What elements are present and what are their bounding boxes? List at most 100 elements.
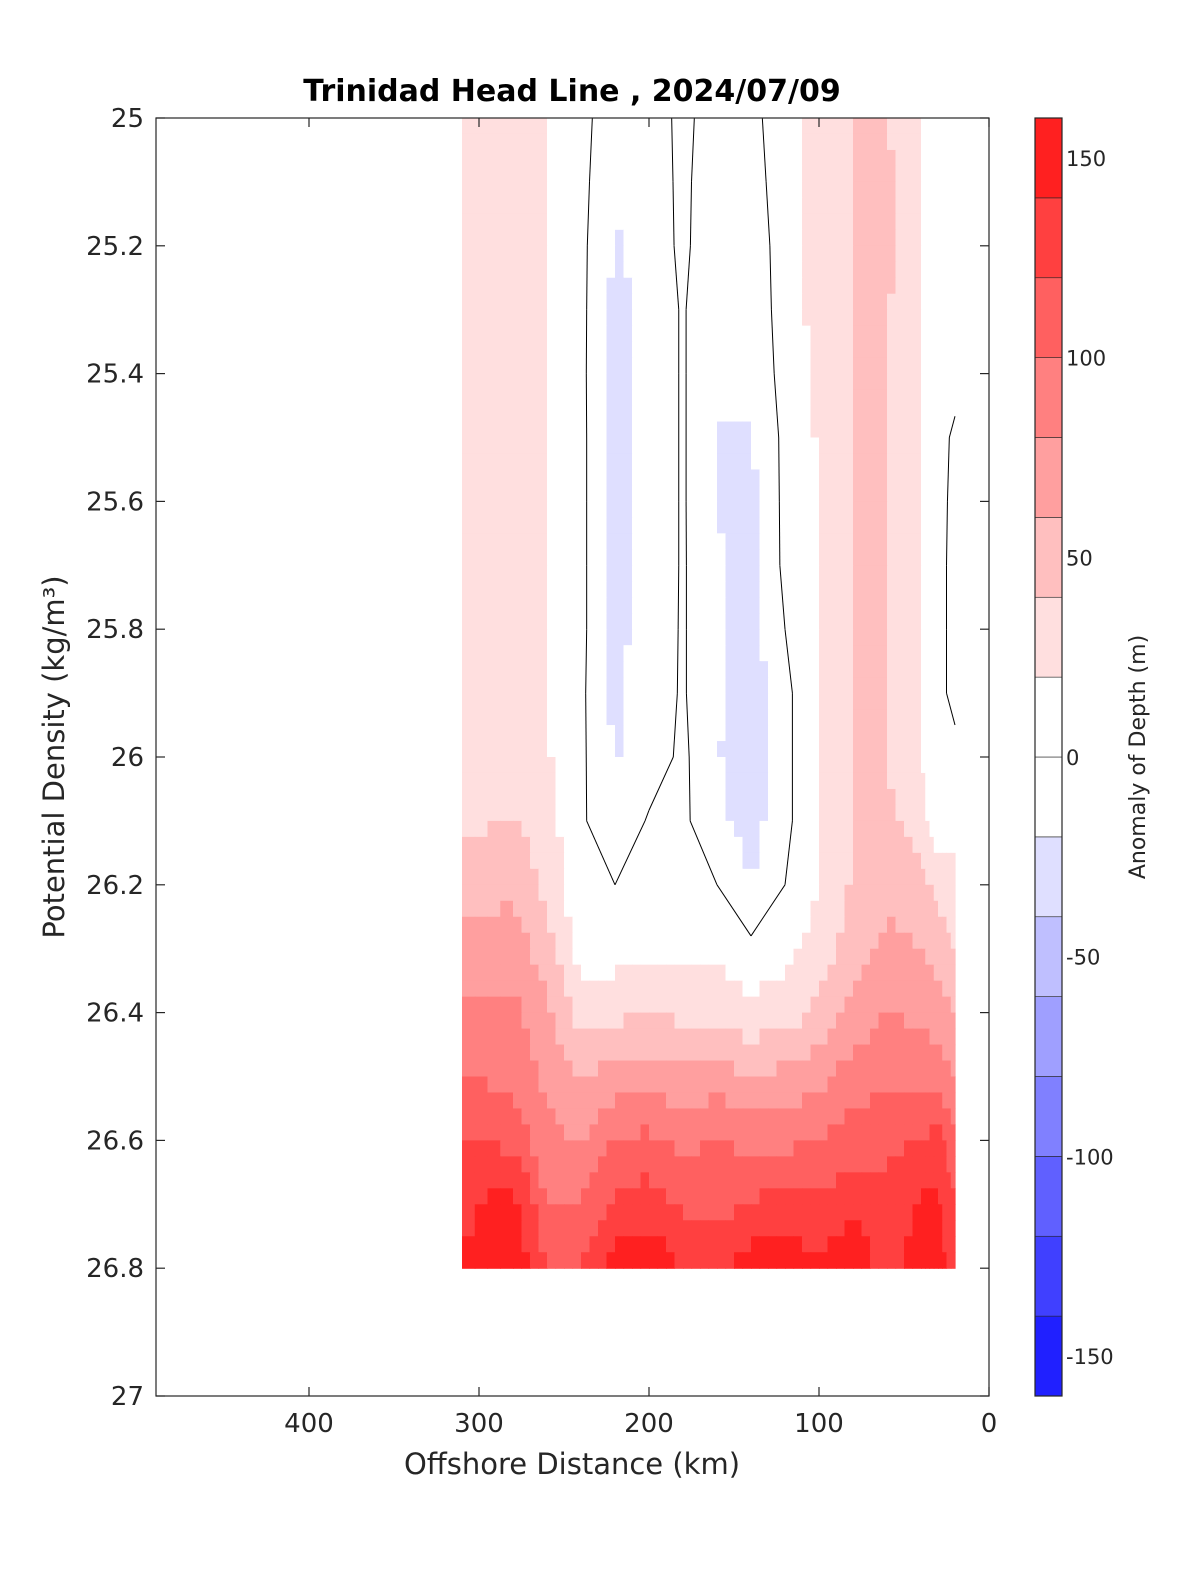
field-cell bbox=[810, 565, 820, 582]
field-cell bbox=[564, 277, 574, 295]
field-cell bbox=[912, 517, 922, 534]
field-cell bbox=[912, 549, 922, 566]
field-cell bbox=[530, 980, 540, 998]
field-cell bbox=[950, 1156, 956, 1173]
field-cell bbox=[547, 741, 557, 758]
field-cell bbox=[887, 964, 897, 982]
field-cell bbox=[674, 197, 684, 215]
field-cell bbox=[725, 980, 735, 998]
field-cell bbox=[776, 1076, 786, 1094]
field-cell bbox=[500, 788, 514, 806]
field-cell bbox=[632, 980, 642, 998]
field-cell bbox=[589, 437, 599, 455]
field-cell bbox=[810, 820, 820, 838]
field-cell bbox=[768, 1092, 778, 1110]
field-cell bbox=[547, 1012, 557, 1030]
field-cell bbox=[793, 900, 803, 918]
field-cell bbox=[904, 804, 914, 822]
field-cell bbox=[632, 836, 642, 854]
field-cell bbox=[725, 788, 735, 806]
field-cell bbox=[674, 788, 684, 806]
field-cell bbox=[751, 469, 761, 487]
field-cell bbox=[878, 1220, 888, 1237]
field-cell bbox=[925, 836, 931, 854]
field-cell bbox=[598, 1188, 608, 1205]
field-cell bbox=[759, 533, 769, 550]
field-cell bbox=[938, 453, 943, 471]
field-cell bbox=[810, 741, 820, 758]
field-cell bbox=[589, 1060, 599, 1078]
field-cell bbox=[674, 852, 684, 870]
field-cell bbox=[929, 932, 935, 950]
field-cell bbox=[691, 1044, 701, 1062]
field-cell bbox=[904, 1028, 914, 1046]
field-cell bbox=[776, 453, 786, 471]
colorbar-tick-label: 150 bbox=[1066, 147, 1106, 171]
field-cell bbox=[606, 181, 616, 199]
field-cell bbox=[776, 868, 786, 886]
field-cell bbox=[462, 277, 476, 295]
field-cell bbox=[640, 1044, 650, 1062]
field-cell bbox=[751, 325, 761, 343]
field-cell bbox=[500, 900, 514, 918]
field-cell bbox=[742, 453, 752, 471]
field-cell bbox=[844, 868, 854, 886]
field-cell bbox=[547, 197, 557, 215]
field-cell bbox=[844, 1012, 854, 1030]
field-cell bbox=[513, 645, 523, 662]
field-cell bbox=[547, 1076, 557, 1094]
field-cell bbox=[640, 581, 650, 598]
field-cell bbox=[521, 1140, 531, 1157]
field-cell bbox=[929, 373, 935, 391]
field-cell bbox=[564, 1060, 574, 1078]
field-cell bbox=[950, 884, 956, 902]
field-cell bbox=[742, 469, 752, 487]
field-cell bbox=[572, 1140, 582, 1157]
field-cell bbox=[912, 852, 922, 870]
field-cell bbox=[589, 581, 599, 598]
field-cell bbox=[904, 229, 914, 247]
field-cell bbox=[649, 1204, 659, 1221]
field-cell bbox=[904, 213, 914, 231]
field-cell bbox=[925, 373, 931, 391]
field-cell bbox=[938, 1076, 943, 1094]
field-cell bbox=[691, 549, 701, 566]
field-cell bbox=[547, 916, 557, 934]
field-cell bbox=[895, 1060, 905, 1078]
field-cell bbox=[759, 788, 769, 806]
field-cell bbox=[853, 149, 863, 167]
field-cell bbox=[538, 277, 548, 295]
field-cell bbox=[708, 1140, 718, 1157]
field-cell bbox=[640, 1076, 650, 1094]
field-cell bbox=[734, 1060, 744, 1078]
field-cell bbox=[691, 725, 701, 742]
field-cell bbox=[674, 820, 684, 838]
field-cell bbox=[500, 261, 514, 279]
field-cell bbox=[708, 1076, 718, 1094]
field-cell bbox=[887, 629, 897, 646]
field-cell bbox=[836, 149, 846, 167]
field-cell bbox=[844, 836, 854, 854]
field-cell bbox=[606, 1140, 616, 1157]
field-cell bbox=[759, 868, 769, 886]
field-cell bbox=[547, 788, 557, 806]
field-cell bbox=[776, 229, 786, 247]
field-cell bbox=[836, 1092, 846, 1110]
field-cell bbox=[844, 453, 854, 471]
field-cell bbox=[950, 725, 956, 742]
field-cell bbox=[895, 1220, 905, 1237]
field-cell bbox=[564, 1124, 574, 1141]
field-cell bbox=[836, 341, 846, 359]
field-cell bbox=[555, 293, 565, 311]
field-cell bbox=[946, 341, 952, 359]
field-cell bbox=[933, 932, 939, 950]
field-cell bbox=[530, 1028, 540, 1046]
field-cell bbox=[734, 1220, 744, 1237]
field-cell bbox=[598, 948, 608, 966]
field-cell bbox=[793, 341, 803, 359]
field-cell bbox=[674, 1108, 684, 1126]
field-cell bbox=[717, 197, 727, 215]
field-cell bbox=[861, 709, 871, 726]
field-cell bbox=[878, 1156, 888, 1173]
field-cell bbox=[725, 133, 735, 151]
